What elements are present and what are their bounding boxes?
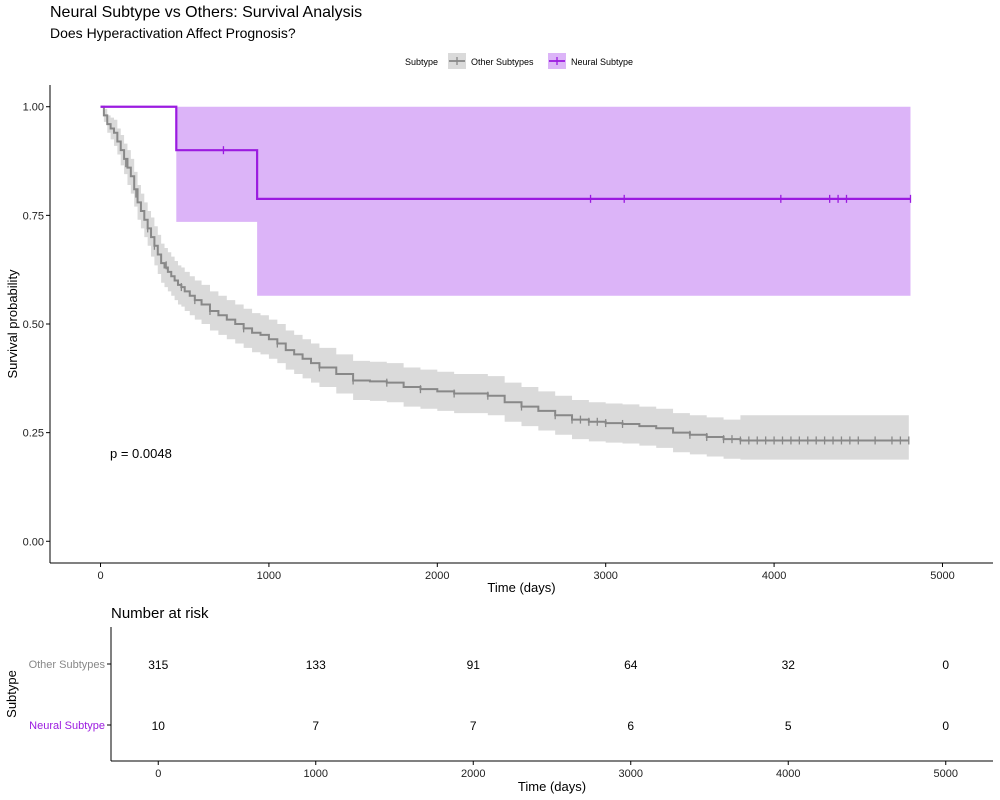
risk-count: 7 — [312, 719, 319, 733]
legend-label-0: Other Subtypes — [471, 57, 534, 67]
x-tick-label: 4000 — [762, 570, 786, 582]
y-tick-label: 0.75 — [23, 210, 44, 222]
risk-count: 0 — [942, 658, 949, 672]
risk-table-title: Number at risk — [111, 605, 209, 622]
risk-x-tick-label: 1000 — [304, 768, 328, 780]
survival-plot: 0.00 0.25 0.50 0.75 1.00 0 1000 2000 3000 4000 500… — [5, 85, 993, 595]
risk-count: 10 — [152, 719, 166, 733]
y-tick-label: 0.00 — [23, 536, 44, 548]
chart-title: Neural Subtype vs Others: Survival Analy… — [50, 4, 363, 21]
risk-x-tick-label: 5000 — [934, 768, 958, 780]
risk-count: 133 — [306, 658, 326, 672]
risk-y-axis-label: Subtype — [4, 670, 19, 718]
survival-curve-0 — [100, 105, 909, 442]
risk-x-tick-label: 3000 — [619, 768, 643, 780]
legend-title: Subtype — [405, 57, 438, 67]
x-tick-label: 1000 — [257, 570, 281, 582]
x-axis-label: Time (days) — [487, 580, 555, 595]
y-tick-label: 0.25 — [23, 428, 44, 440]
risk-count: 315 — [148, 658, 168, 672]
risk-count: 64 — [624, 658, 638, 672]
x-tick-label: 0 — [97, 570, 103, 582]
legend: Subtype Other Subtypes Neural Subtype — [405, 53, 633, 69]
x-tick-label: 2000 — [425, 570, 449, 582]
risk-table: Number at risk Other Subtypes 315 133 91 64 32… — [4, 605, 993, 794]
legend-label-1: Neural Subtype — [571, 57, 633, 67]
risk-x-tick-label: 2000 — [461, 768, 485, 780]
y-tick-label: 1.00 — [23, 102, 44, 114]
confidence-band-0 — [100, 106, 909, 460]
confidence-band-1 — [100, 106, 911, 296]
risk-row-label-0: Other Subtypes — [29, 659, 106, 671]
survival-curve-1 — [100, 105, 911, 200]
risk-count: 5 — [785, 719, 792, 733]
chart-subtitle: Does Hyperactivation Affect Prognosis? — [50, 25, 296, 41]
risk-x-tick-label: 0 — [155, 768, 161, 780]
p-value-annotation: p = 0.0048 — [110, 446, 172, 461]
risk-row-label-1: Neural Subtype — [29, 720, 105, 732]
risk-count: 6 — [627, 719, 634, 733]
risk-count: 7 — [470, 719, 477, 733]
y-axis-label: Survival probability — [5, 269, 20, 379]
x-tick-label: 3000 — [593, 570, 617, 582]
risk-count: 0 — [942, 719, 949, 733]
risk-count: 32 — [782, 658, 796, 672]
risk-x-axis-label: Time (days) — [518, 779, 586, 794]
risk-x-tick-label: 4000 — [776, 768, 800, 780]
y-tick-label: 0.50 — [23, 319, 44, 331]
risk-count: 91 — [467, 658, 481, 672]
x-tick-label: 5000 — [930, 570, 954, 582]
